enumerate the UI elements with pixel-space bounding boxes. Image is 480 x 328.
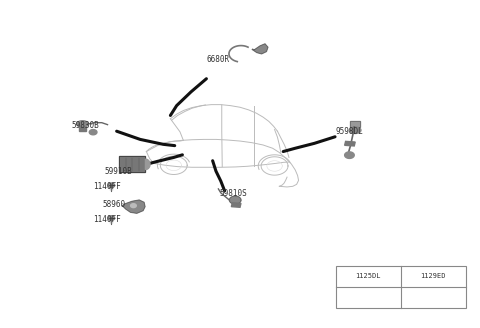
Polygon shape (345, 152, 354, 158)
Polygon shape (131, 204, 136, 208)
Bar (336, 266, 466, 308)
Polygon shape (108, 216, 115, 220)
Polygon shape (252, 44, 268, 54)
Polygon shape (231, 203, 241, 207)
Text: 6680R: 6680R (206, 54, 229, 64)
Polygon shape (89, 130, 97, 135)
Polygon shape (77, 121, 88, 127)
Text: 59910B: 59910B (105, 167, 132, 176)
Polygon shape (350, 121, 360, 127)
Polygon shape (145, 159, 150, 170)
Text: 1129ED: 1129ED (420, 273, 446, 279)
Text: 58960: 58960 (102, 199, 125, 209)
Polygon shape (430, 296, 436, 300)
Polygon shape (345, 141, 355, 146)
Polygon shape (108, 183, 115, 188)
Text: 1140FF: 1140FF (94, 215, 121, 224)
Polygon shape (119, 156, 145, 172)
Text: 59830B: 59830B (71, 121, 99, 130)
Polygon shape (122, 200, 145, 213)
Text: 1125DL: 1125DL (356, 273, 381, 279)
Polygon shape (349, 127, 361, 133)
Polygon shape (365, 296, 372, 300)
Polygon shape (79, 127, 86, 131)
Text: 59810S: 59810S (220, 189, 248, 198)
Polygon shape (229, 196, 241, 204)
Text: 1140FF: 1140FF (94, 182, 121, 191)
Text: 9598DL: 9598DL (336, 127, 364, 136)
